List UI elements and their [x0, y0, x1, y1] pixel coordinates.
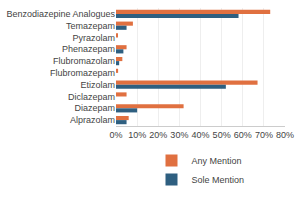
svg-text:10%: 10%: [128, 130, 146, 140]
svg-text:Alprazolam: Alprazolam: [70, 115, 115, 125]
svg-text:60%: 60%: [234, 130, 252, 140]
svg-text:Pyrazolam: Pyrazolam: [72, 33, 115, 43]
svg-text:Flubromazepam: Flubromazepam: [50, 68, 115, 78]
svg-text:80%: 80%: [276, 130, 294, 140]
svg-text:Any Mention: Any Mention: [192, 156, 242, 166]
svg-text:Etizolam: Etizolam: [80, 80, 115, 90]
svg-text:70%: 70%: [255, 130, 273, 140]
svg-text:0%: 0%: [109, 130, 122, 140]
svg-text:20%: 20%: [149, 130, 167, 140]
svg-text:Diazepam: Diazepam: [74, 103, 115, 113]
svg-text:50%: 50%: [213, 130, 231, 140]
svg-text:30%: 30%: [170, 130, 188, 140]
svg-text:Flubromazolam: Flubromazolam: [53, 56, 115, 66]
svg-text:Phenazepam: Phenazepam: [62, 44, 115, 54]
svg-text:Temazepam: Temazepam: [66, 21, 115, 31]
svg-text:Sole Mention: Sole Mention: [192, 175, 245, 185]
svg-text:Benzodiazepine Analogues: Benzodiazepine Analogues: [6, 9, 115, 19]
svg-text:Diclazepam: Diclazepam: [68, 92, 115, 102]
svg-text:40%: 40%: [191, 130, 209, 140]
